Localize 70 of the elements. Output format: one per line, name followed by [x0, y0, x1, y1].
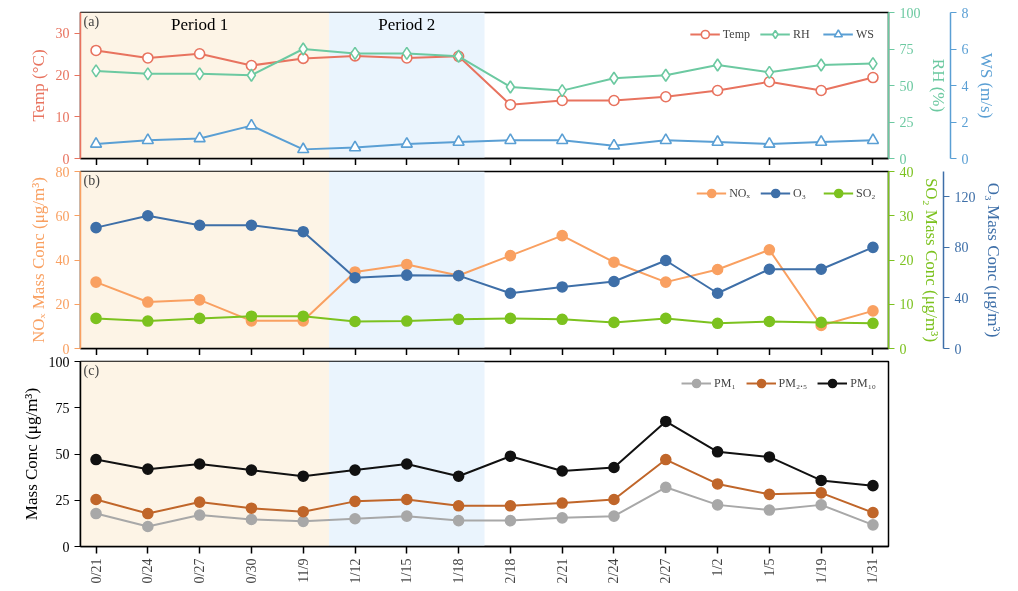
- y2-tick-label: 0: [899, 341, 907, 357]
- x-tick-label: 2/18: [502, 558, 518, 584]
- x-tick-label: 0/21: [88, 558, 104, 584]
- legend-label: Temp: [722, 26, 750, 42]
- y3-axis-title: O₃ Mass Conc (μg/m³): [983, 182, 1003, 338]
- annotation: (c): [83, 362, 100, 379]
- x-tick-label: 1/5: [761, 558, 777, 577]
- x-tick-label: 2/21: [554, 558, 570, 584]
- legend-label: O₃: [793, 185, 807, 201]
- x-tick-label: 0/27: [192, 558, 208, 584]
- legend-label: PM₁₀: [850, 375, 876, 391]
- y-axis-title: NOₓ Mass Conc (μg/m³): [28, 177, 48, 343]
- y3-tick-label: 4: [961, 78, 969, 94]
- y-tick-label: 0: [62, 539, 70, 555]
- y-axis-title: Mass Conc (μg/m³): [21, 387, 41, 521]
- legend-label: NOₓ: [729, 185, 750, 201]
- y-tick-label: 20: [55, 297, 70, 313]
- y3-tick-label: 0: [954, 341, 962, 357]
- y-axis-title: Temp (°C): [28, 49, 48, 122]
- y-tick-label: 75: [55, 400, 70, 416]
- legend-label: PM₂.₅: [778, 375, 808, 391]
- y-tick-label: 40: [55, 253, 70, 268]
- y2-axis-title: RH (%): [928, 58, 948, 113]
- y2-tick-label: 40: [899, 164, 914, 180]
- legend-label: PM₁: [714, 375, 736, 391]
- y-tick-label: 0: [62, 151, 70, 167]
- y3-tick-label: 40: [954, 290, 969, 306]
- legend-label: SO₂: [856, 185, 876, 201]
- x-tick-label: 0/30: [243, 558, 259, 584]
- x-tick-label: 1/2: [710, 558, 726, 577]
- y2-tick-label: 10: [899, 297, 914, 313]
- y-tick-label: 30: [55, 26, 70, 42]
- y-tick-label: 80: [55, 164, 70, 180]
- y2-tick-label: 25: [899, 115, 914, 130]
- y-tick-label: 60: [55, 208, 70, 224]
- legend-label: WS: [856, 26, 875, 42]
- y3-tick-label: 0: [961, 151, 969, 167]
- y3-axis-title: WS (m/s): [976, 52, 996, 119]
- y2-tick-label: 20: [899, 253, 914, 268]
- x-tick-label: 0/24: [140, 558, 156, 584]
- x-tick-label: 2/24: [606, 558, 622, 584]
- x-tick-label: 2/27: [658, 558, 674, 584]
- x-tick-label: 1/19: [813, 558, 829, 584]
- y-tick-label: 10: [55, 109, 70, 125]
- x-tick-label: 1/18: [451, 558, 467, 584]
- legend-label: RH: [793, 26, 811, 42]
- x-tick-label: 1/12: [347, 558, 363, 584]
- y-tick-label: 50: [55, 447, 70, 462]
- y2-tick-label: 100: [899, 5, 921, 21]
- y3-tick-label: 80: [954, 240, 969, 256]
- y2-tick-label: 50: [899, 78, 914, 94]
- y3-tick-label: 8: [961, 5, 969, 21]
- y-tick-label: 100: [48, 354, 70, 370]
- x-tick-label: 1/15: [399, 558, 415, 584]
- y2-axis-title: SO₂ Mass Conc (μg/m³): [921, 177, 941, 343]
- x-tick-label: 1/31: [865, 558, 881, 584]
- y3-tick-label: 120: [954, 189, 976, 205]
- y2-tick-label: 30: [899, 208, 914, 224]
- y-tick-label: 0: [62, 341, 70, 357]
- x-tick-label: 11/9: [295, 558, 311, 583]
- band-label: Period 1: [171, 14, 229, 34]
- y2-tick-label: 75: [899, 42, 914, 57]
- annotation: (a): [83, 13, 100, 30]
- y2-tick-label: 0: [899, 151, 907, 167]
- annotation: (b): [83, 172, 101, 189]
- band-label: Period 2: [378, 14, 436, 34]
- y-tick-label: 20: [55, 68, 70, 84]
- y3-tick-label: 2: [961, 115, 969, 130]
- y-tick-label: 25: [55, 493, 70, 509]
- y3-tick-label: 6: [961, 42, 969, 57]
